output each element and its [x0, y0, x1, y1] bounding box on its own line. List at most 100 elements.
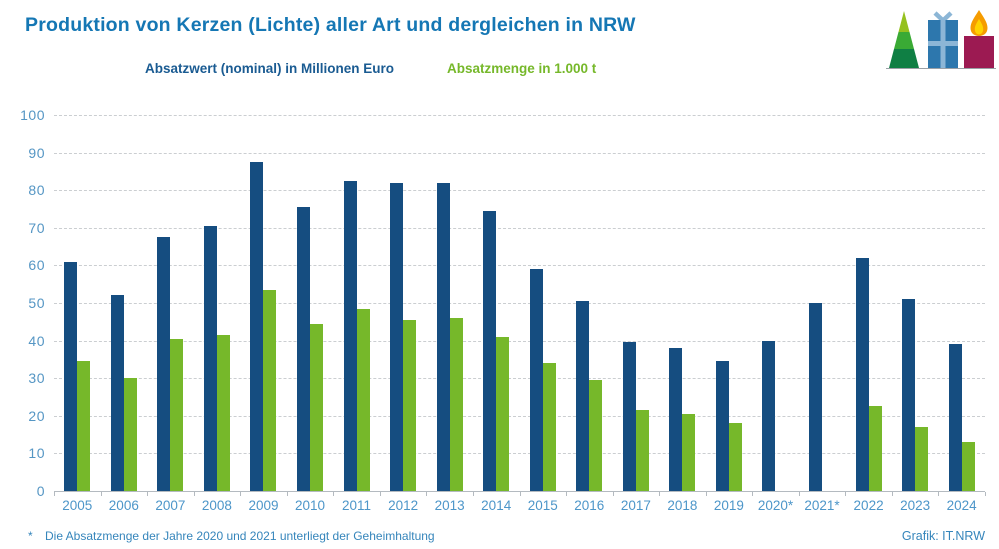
bar-columns: [54, 115, 985, 491]
gridline: [54, 227, 985, 229]
y-tick-label: 90: [28, 144, 45, 161]
footnote-marker: *: [28, 529, 33, 543]
y-tick-label: 40: [28, 332, 45, 349]
x-tick-label-2011: 2011: [342, 498, 372, 513]
bar-group-2014: [473, 115, 520, 491]
x-axis-line: [54, 491, 985, 492]
bar-absatzwert-2010: [297, 207, 310, 491]
footnote-text: Die Absatzmenge der Jahre 2020 und 2021 …: [45, 529, 435, 543]
x-tick-label-2017: 2017: [620, 498, 651, 513]
gridline: [54, 453, 985, 455]
page-title: Produktion von Kerzen (Lichte) aller Art…: [25, 14, 636, 36]
x-tick-label-2016: 2016: [574, 498, 605, 513]
bar-group-2020: [752, 115, 799, 491]
axis-tick: [193, 492, 195, 496]
x-tick-label-2007: 2007: [155, 498, 186, 513]
bar-absatzwert-2013: [436, 182, 450, 491]
bar-group-2009: [240, 115, 287, 491]
bar-group-2013: [426, 115, 473, 491]
x-tick-label-2023: 2023: [900, 498, 931, 513]
bar-absatzwert-2017: [622, 342, 636, 491]
y-tick-label: 50: [28, 295, 45, 311]
bar-group-2024: [938, 115, 985, 491]
bar-absatzmenge-2019: [728, 423, 742, 491]
axis-tick: [333, 492, 335, 496]
bar-group-2010: [287, 115, 334, 491]
itnrw-christmas-logo: [886, 10, 996, 69]
bar-absatzwert-2023: [902, 299, 916, 491]
bar-group-2006: [101, 115, 148, 491]
x-tick-label-2012: 2012: [388, 498, 419, 513]
x-tick-label-2010: 2010: [294, 498, 326, 513]
bar-absatzmenge-2018: [682, 413, 696, 491]
axis-tick: [612, 492, 614, 496]
gridline: [54, 115, 985, 116]
footnote: * Die Absatzmenge der Jahre 2020 und 2021…: [28, 529, 435, 543]
gift-icon: [928, 11, 958, 68]
axis-tick: [472, 492, 474, 496]
y-tick-label: 60: [28, 257, 45, 274]
y-tick-label: 0: [36, 483, 45, 499]
bar-group-2022: [845, 115, 892, 491]
x-tick-label-2015: 2015: [527, 498, 558, 513]
bar-absatzwert-2011: [343, 180, 357, 491]
bar-absatzmenge-2016: [589, 380, 603, 491]
bar-absatzwert-2020: [762, 340, 776, 491]
bar-absatzmenge-2022: [868, 406, 882, 491]
y-tick-label: 100: [20, 107, 45, 123]
bar-group-2019: [706, 115, 753, 491]
bar-absatzmenge-2011: [356, 308, 370, 491]
bar-group-2008: [194, 115, 241, 491]
bar-group-2012: [380, 115, 427, 491]
axis-tick: [519, 492, 521, 496]
bar-absatzmenge-2006: [123, 378, 137, 491]
bar-absatzmenge-2007: [170, 338, 184, 491]
bar-absatzmenge-2023: [915, 427, 929, 491]
x-tick-label-2013: 2013: [434, 498, 465, 513]
x-tick-label-2021: 2021*: [804, 498, 840, 513]
bar-absatzwert-2019: [715, 361, 729, 491]
axis-tick: [891, 492, 893, 496]
bar-absatzwert-2005: [64, 261, 78, 491]
axis-tick: [845, 492, 847, 496]
gridline: [54, 378, 985, 380]
bar-absatzmenge-2010: [310, 323, 323, 491]
axis-tick: [752, 492, 754, 496]
x-tick-label-2006: 2006: [108, 498, 139, 513]
bar-group-2021: [799, 115, 846, 491]
bar-absatzwert-2014: [483, 210, 497, 491]
x-tick-label-2022: 2022: [853, 498, 884, 513]
axis-tick: [426, 492, 428, 496]
x-tick-label-2014: 2014: [481, 498, 512, 513]
bar-absatzwert-2016: [576, 301, 590, 491]
bar-group-2005: [54, 115, 101, 491]
y-tick-label: 30: [28, 370, 45, 387]
axis-tick: [100, 492, 102, 496]
bar-group-2017: [613, 115, 660, 491]
bar-absatzmenge-2015: [542, 363, 556, 491]
axis-tick: [938, 492, 940, 496]
bar-absatzwert-2024: [948, 344, 962, 491]
axis-tick: [379, 492, 381, 496]
bar-group-2007: [147, 115, 194, 491]
x-axis-labels: 2005 2006 2007 2008 2009 2010 2011 2012 2013 2014…: [54, 498, 985, 513]
bar-absatzwert-2008: [203, 225, 217, 491]
bar-absatzmenge-2005: [77, 361, 91, 491]
gridline: [54, 265, 985, 267]
axis-tick: [798, 492, 800, 496]
x-tick-label-2008: 2008: [201, 498, 232, 513]
bar-absatzmenge-2014: [496, 336, 510, 491]
bar-absatzmenge-2017: [635, 410, 649, 491]
christmas-tree-icon: [889, 11, 919, 68]
bar-absatzmenge-2024: [961, 442, 975, 491]
axis-tick: [147, 492, 149, 496]
axis-tick: [566, 492, 568, 496]
bar-group-2023: [892, 115, 939, 491]
gridline: [54, 415, 985, 417]
axis-tick: [659, 492, 661, 496]
y-tick-label: 10: [28, 445, 45, 462]
bar-absatzwert-2021: [809, 303, 823, 491]
bar-absatzwert-2006: [110, 295, 124, 491]
axis-tick: [705, 492, 707, 496]
